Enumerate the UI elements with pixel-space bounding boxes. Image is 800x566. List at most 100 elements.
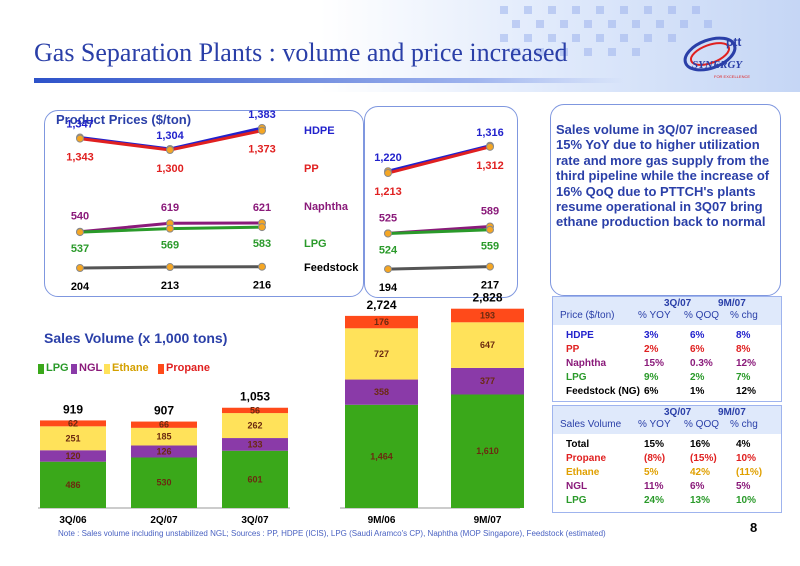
price-table-row-3-cell-3: 7%: [736, 372, 751, 383]
sales-legend-swatch-ngl: [71, 364, 77, 374]
sales-9m-bar-ethane-0: [345, 328, 418, 380]
sales-9m-label-propane-1: 193: [480, 310, 495, 320]
footnote: Note : Sales volume including unstabiliz…: [58, 529, 606, 538]
sales-q-label-lpg-1: 530: [156, 478, 171, 488]
sales-table-row-4-cell-1: 24%: [644, 495, 665, 506]
logo-word: SYNERGY: [692, 59, 743, 71]
sales-9m-bar-propane-0: [345, 315, 418, 329]
sales-legend-swatch-lpg: [38, 364, 44, 374]
price-legend-lpg: LPG: [304, 238, 327, 250]
sales-q-label-lpg-0: 486: [65, 480, 80, 490]
sales-table-row-0-cell-1: 15%: [644, 439, 665, 450]
price-table-row-1-cell-0: PP: [566, 344, 580, 355]
sales-q-category-2: 3Q/07: [241, 515, 269, 526]
sales-table-group-header-1: 9M/07: [718, 407, 746, 418]
sales-q-label-propane-2: 56: [250, 405, 260, 415]
price-legend-feedstock: Feedstock: [304, 262, 359, 274]
sales-9m-bar-propane-1: [451, 308, 524, 323]
sales-9m-total-0: 2,724: [366, 298, 396, 312]
sales-9m-label-lpg-1: 1,610: [476, 446, 499, 456]
price-table-row-0-cell-1: 3%: [644, 330, 659, 341]
sales-legend-swatch-ethane: [104, 364, 110, 374]
sales-9m-label-lpg-0: 1,464: [370, 451, 393, 461]
sales-change-table: [552, 405, 782, 513]
sales-table-col-header-3: % chg: [730, 419, 758, 430]
price-table-row-3-cell-1: 9%: [644, 372, 659, 383]
sales-9m-label-ngl-1: 377: [480, 376, 495, 386]
sales-q-total-0: 919: [63, 402, 83, 416]
price-legend-naphtha: Naphtha: [304, 201, 348, 213]
sales-table-col-header-1: % YOY: [638, 419, 671, 430]
sales-table-row-4-cell-0: LPG: [566, 495, 587, 506]
sales-q-bar-propane-0: [40, 420, 106, 427]
sales-table-row-0-cell-3: 4%: [736, 439, 751, 450]
price-table-row-2-cell-3: 12%: [736, 358, 757, 369]
sales-table-row-1-cell-0: Propane: [566, 453, 607, 464]
sales-table-col-header-2: % QOQ: [684, 419, 720, 430]
sales-table-row-2-cell-3: (11%): [736, 467, 763, 478]
sales-9m-label-ngl-0: 358: [374, 387, 389, 397]
price-table-row-0-cell-2: 6%: [690, 330, 705, 341]
sales-table-row-3-cell-2: 6%: [690, 481, 705, 492]
sales-q-bar-ngl-0: [40, 450, 106, 462]
sales-table-row-2-cell-1: 5%: [644, 467, 659, 478]
sales-q-total-2: 1,053: [240, 390, 270, 404]
sales-table-row-4-cell-3: 10%: [736, 495, 757, 506]
sales-q-label-ethane-1: 185: [156, 432, 171, 442]
page-title: Gas Separation Plants : volume and price…: [34, 38, 568, 67]
sales-q-label-ethane-0: 251: [65, 433, 80, 443]
header-grid-pattern: [500, 6, 712, 56]
sales-q-bar-ngl-1: [131, 445, 197, 458]
sales-q-label-ngl-0: 120: [65, 451, 80, 461]
sales-9m-bar-ngl-0: [345, 379, 418, 405]
sales-legend-swatch-propane: [158, 364, 164, 374]
sales-q-bar-lpg-0: [40, 461, 106, 508]
sales-9m-bar-lpg-1: [451, 394, 524, 508]
sales-table-row-1-cell-1: (8%): [644, 453, 666, 464]
sales-q-bar-propane-2: [222, 407, 288, 414]
sales-legend-propane: Propane: [166, 362, 211, 374]
price-table-row-1-cell-2: 6%: [690, 344, 705, 355]
sales-q-label-lpg-2: 601: [247, 474, 262, 484]
price-table-col-header-3: % chg: [730, 310, 758, 321]
sales-q-bar-lpg-2: [222, 450, 288, 508]
ptt-synergy-logo: ptt SYNERGY FOR EXCELLENCE: [683, 35, 750, 79]
price-table-row-4-cell-0: Feedstock (NG): [566, 386, 640, 397]
product-prices-9m-panel: [364, 106, 518, 298]
price-change-table: [552, 296, 782, 402]
sales-q-bar-propane-1: [131, 421, 197, 428]
price-table-row-1-cell-1: 2%: [644, 344, 659, 355]
price-table-row-2-cell-0: Naphtha: [566, 358, 606, 369]
price-table-row-1-cell-3: 8%: [736, 344, 751, 355]
sales-9m-category-0: 9M/06: [368, 515, 396, 526]
header-band: [0, 0, 800, 92]
price-legend-pp: PP: [304, 163, 319, 175]
price-table-row-0-cell-0: HDPE: [566, 330, 594, 341]
price-table-row-0-cell-3: 8%: [736, 330, 751, 341]
sales-volume-title: Sales Volume (x 1,000 tons): [44, 330, 228, 346]
sales-q-bar-ethane-0: [40, 426, 106, 451]
page-number: 8: [750, 520, 758, 535]
sales-q-bar-lpg-1: [131, 457, 197, 508]
summary-box: [550, 104, 781, 296]
sales-table-row-4-cell-2: 13%: [690, 495, 711, 506]
sales-table-col-header-0: Sales Volume: [560, 419, 622, 430]
sales-9m-label-propane-0: 176: [374, 317, 389, 327]
sales-table-row-3-cell-0: NGL: [566, 481, 588, 492]
sales-q-total-1: 907: [154, 404, 174, 418]
sales-9m-label-ethane-1: 647: [480, 340, 495, 350]
sales-9m-bar-ethane-1: [451, 322, 524, 368]
sales-table-row-3-cell-1: 11%: [644, 481, 664, 492]
sales-q-bar-ethane-1: [131, 427, 197, 446]
sales-table-row-2-cell-0: Ethane: [566, 467, 600, 478]
sales-9m-bar-lpg-0: [345, 404, 418, 508]
logo-brand: ptt: [726, 35, 741, 49]
price-table-row-2-cell-2: 0.3%: [690, 358, 713, 369]
sales-table-row-3-cell-3: 5%: [736, 481, 751, 492]
sales-q-bar-ethane-2: [222, 413, 288, 439]
sales-q-label-ethane-2: 262: [247, 421, 262, 431]
price-table-row-4-cell-2: 1%: [690, 386, 705, 397]
price-table-row-3-cell-0: LPG: [566, 372, 587, 383]
price-table-row-4-cell-3: 12%: [736, 386, 757, 397]
sales-9m-bar-ngl-1: [451, 367, 524, 395]
